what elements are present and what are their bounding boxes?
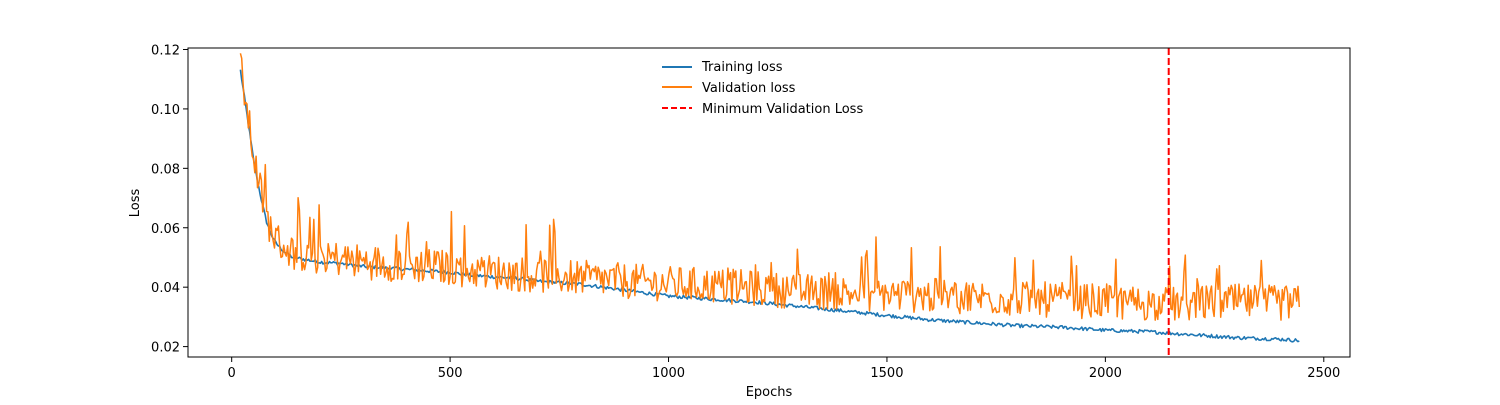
x-tick-label: 1500 <box>870 366 903 381</box>
y-axis-title: Loss <box>128 189 143 218</box>
y-tick-label: 0.10 <box>151 103 180 118</box>
x-tick-label: 500 <box>438 366 463 381</box>
x-tick-label: 1000 <box>652 366 685 381</box>
y-tick-label: 0.08 <box>151 162 180 177</box>
series-line-training <box>239 69 1300 343</box>
series-line-validation <box>239 53 1301 321</box>
plot-content <box>239 48 1301 357</box>
x-tick-label: 2500 <box>1307 366 1340 381</box>
y-axis: 0.02 0.04 0.06 0.08 0.10 0.12 <box>151 43 188 356</box>
x-axis-title: Epochs <box>746 385 793 400</box>
y-tick-label: 0.06 <box>151 222 180 237</box>
axes-frame <box>187 47 1351 358</box>
legend-label-validation: Validation loss <box>702 81 796 96</box>
x-tick-label: 2000 <box>1089 366 1122 381</box>
y-tick-label: 0.12 <box>151 43 180 58</box>
x-tick-label: 0 <box>228 366 236 381</box>
y-tick-label: 0.04 <box>151 281 180 296</box>
x-axis: 0 500 1000 1500 2000 2500 <box>228 357 1340 381</box>
legend-label-training: Training loss <box>701 60 783 75</box>
legend: Training loss Validation loss Minimum Va… <box>662 60 863 117</box>
y-tick-label: 0.02 <box>151 341 180 356</box>
legend-label-min-val: Minimum Validation Loss <box>702 102 863 117</box>
